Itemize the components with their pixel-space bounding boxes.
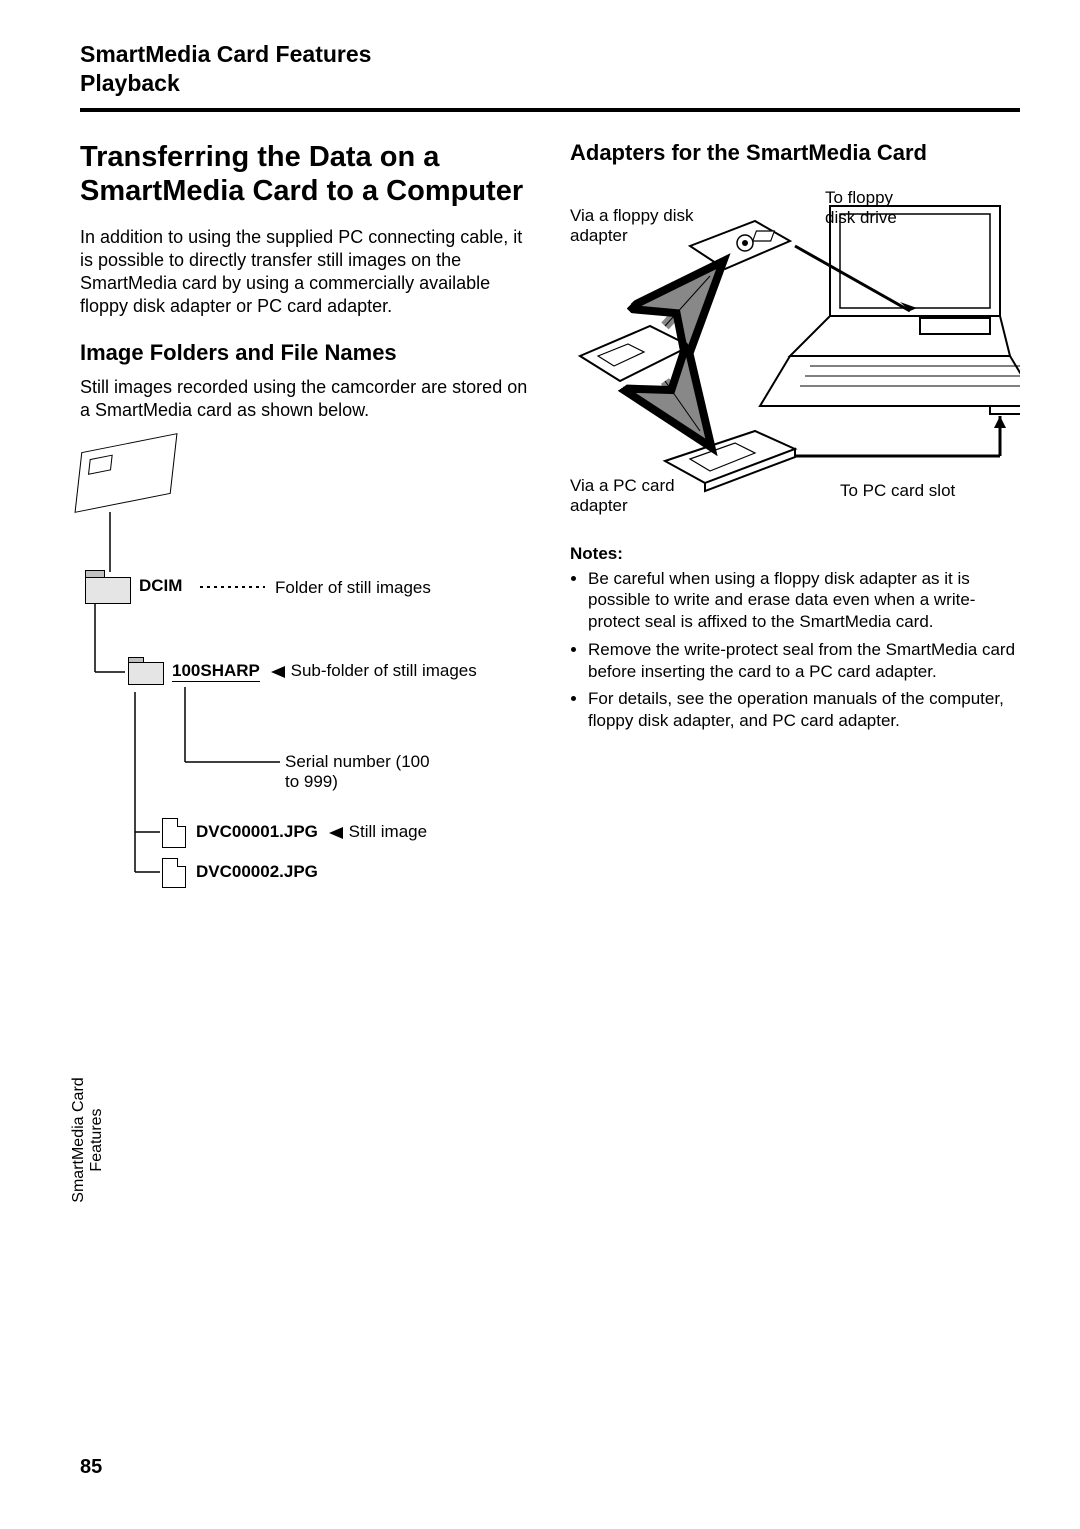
side-tab: SmartMedia Card Features [70,1060,106,1220]
label-pc-adapter: Via a PC card adapter [570,476,700,517]
dcim-row: DCIM [139,576,182,596]
note-item: Be careful when using a floppy disk adap… [588,568,1020,633]
adapters-illustration: Via a floppy disk adapter To floppy disk… [570,176,1020,536]
note-item: For details, see the operation manuals o… [588,688,1020,732]
dcim-label: DCIM [139,576,182,595]
file1-row: DVC00001.JPG Still image [196,822,427,842]
side-tab-line2: Features [88,1060,106,1220]
smartmedia-card-icon [80,442,172,504]
manual-page: SmartMedia Card Features Playback Transf… [0,0,1080,1529]
folder-icon [85,570,129,602]
note-item: Remove the write-protect seal from the S… [588,639,1020,683]
side-tab-line1: SmartMedia Card [70,1060,88,1220]
arrow-left-icon [271,666,285,678]
section-title-adapters: Adapters for the SmartMedia Card [570,140,1020,166]
two-column-layout: Transferring the Data on a SmartMedia Ca… [80,140,1020,963]
page-number: 85 [80,1456,102,1479]
left-column: Transferring the Data on a SmartMedia Ca… [80,140,530,963]
subfolder-label: 100SHARP [172,661,260,682]
folder-tree-diagram: DCIM Folder of still images 100SHARP Sub… [80,442,530,962]
serial-desc: Serial number (100 to 999) [285,752,445,792]
file2-node: DVC00002.JPG [162,858,318,888]
main-title: Transferring the Data on a SmartMedia Ca… [80,140,530,208]
intro-paragraph: In addition to using the supplied PC con… [80,226,530,318]
section-title-image-folders: Image Folders and File Names [80,340,530,366]
right-column: Adapters for the SmartMedia Card [570,140,1020,963]
section-body-image-folders: Still images recorded using the camcorde… [80,376,530,422]
header-rule [80,108,1020,112]
folder-icon [128,657,162,683]
arrow-left-icon [329,827,343,839]
page-header: SmartMedia Card Features Playback [80,40,1020,98]
dcim-folder-node: DCIM [85,570,182,602]
subfolder-node: 100SHARP Sub-folder of still images [128,657,477,683]
dcim-desc: Folder of still images [275,578,431,598]
header-line-1: SmartMedia Card Features [80,40,1020,69]
label-floppy-drive: To floppy disk drive [825,188,925,229]
label-floppy-adapter: Via a floppy disk adapter [570,206,700,247]
header-line-2: Playback [80,69,1020,98]
notes-list: Be careful when using a floppy disk adap… [570,568,1020,732]
file-icon [162,818,186,848]
file1-desc: Still image [349,822,427,841]
file1-node: DVC00001.JPG Still image [162,818,427,848]
subfolder-desc: Sub-folder of still images [291,661,477,680]
label-pc-slot: To PC card slot [840,481,960,501]
file2-label: DVC00002.JPG [196,862,318,881]
file2-row: DVC00002.JPG [196,862,318,882]
subfolder-row: 100SHARP Sub-folder of still images [172,661,477,681]
file1-label: DVC00001.JPG [196,822,318,841]
notes-heading: Notes: [570,544,1020,564]
file-icon [162,858,186,888]
